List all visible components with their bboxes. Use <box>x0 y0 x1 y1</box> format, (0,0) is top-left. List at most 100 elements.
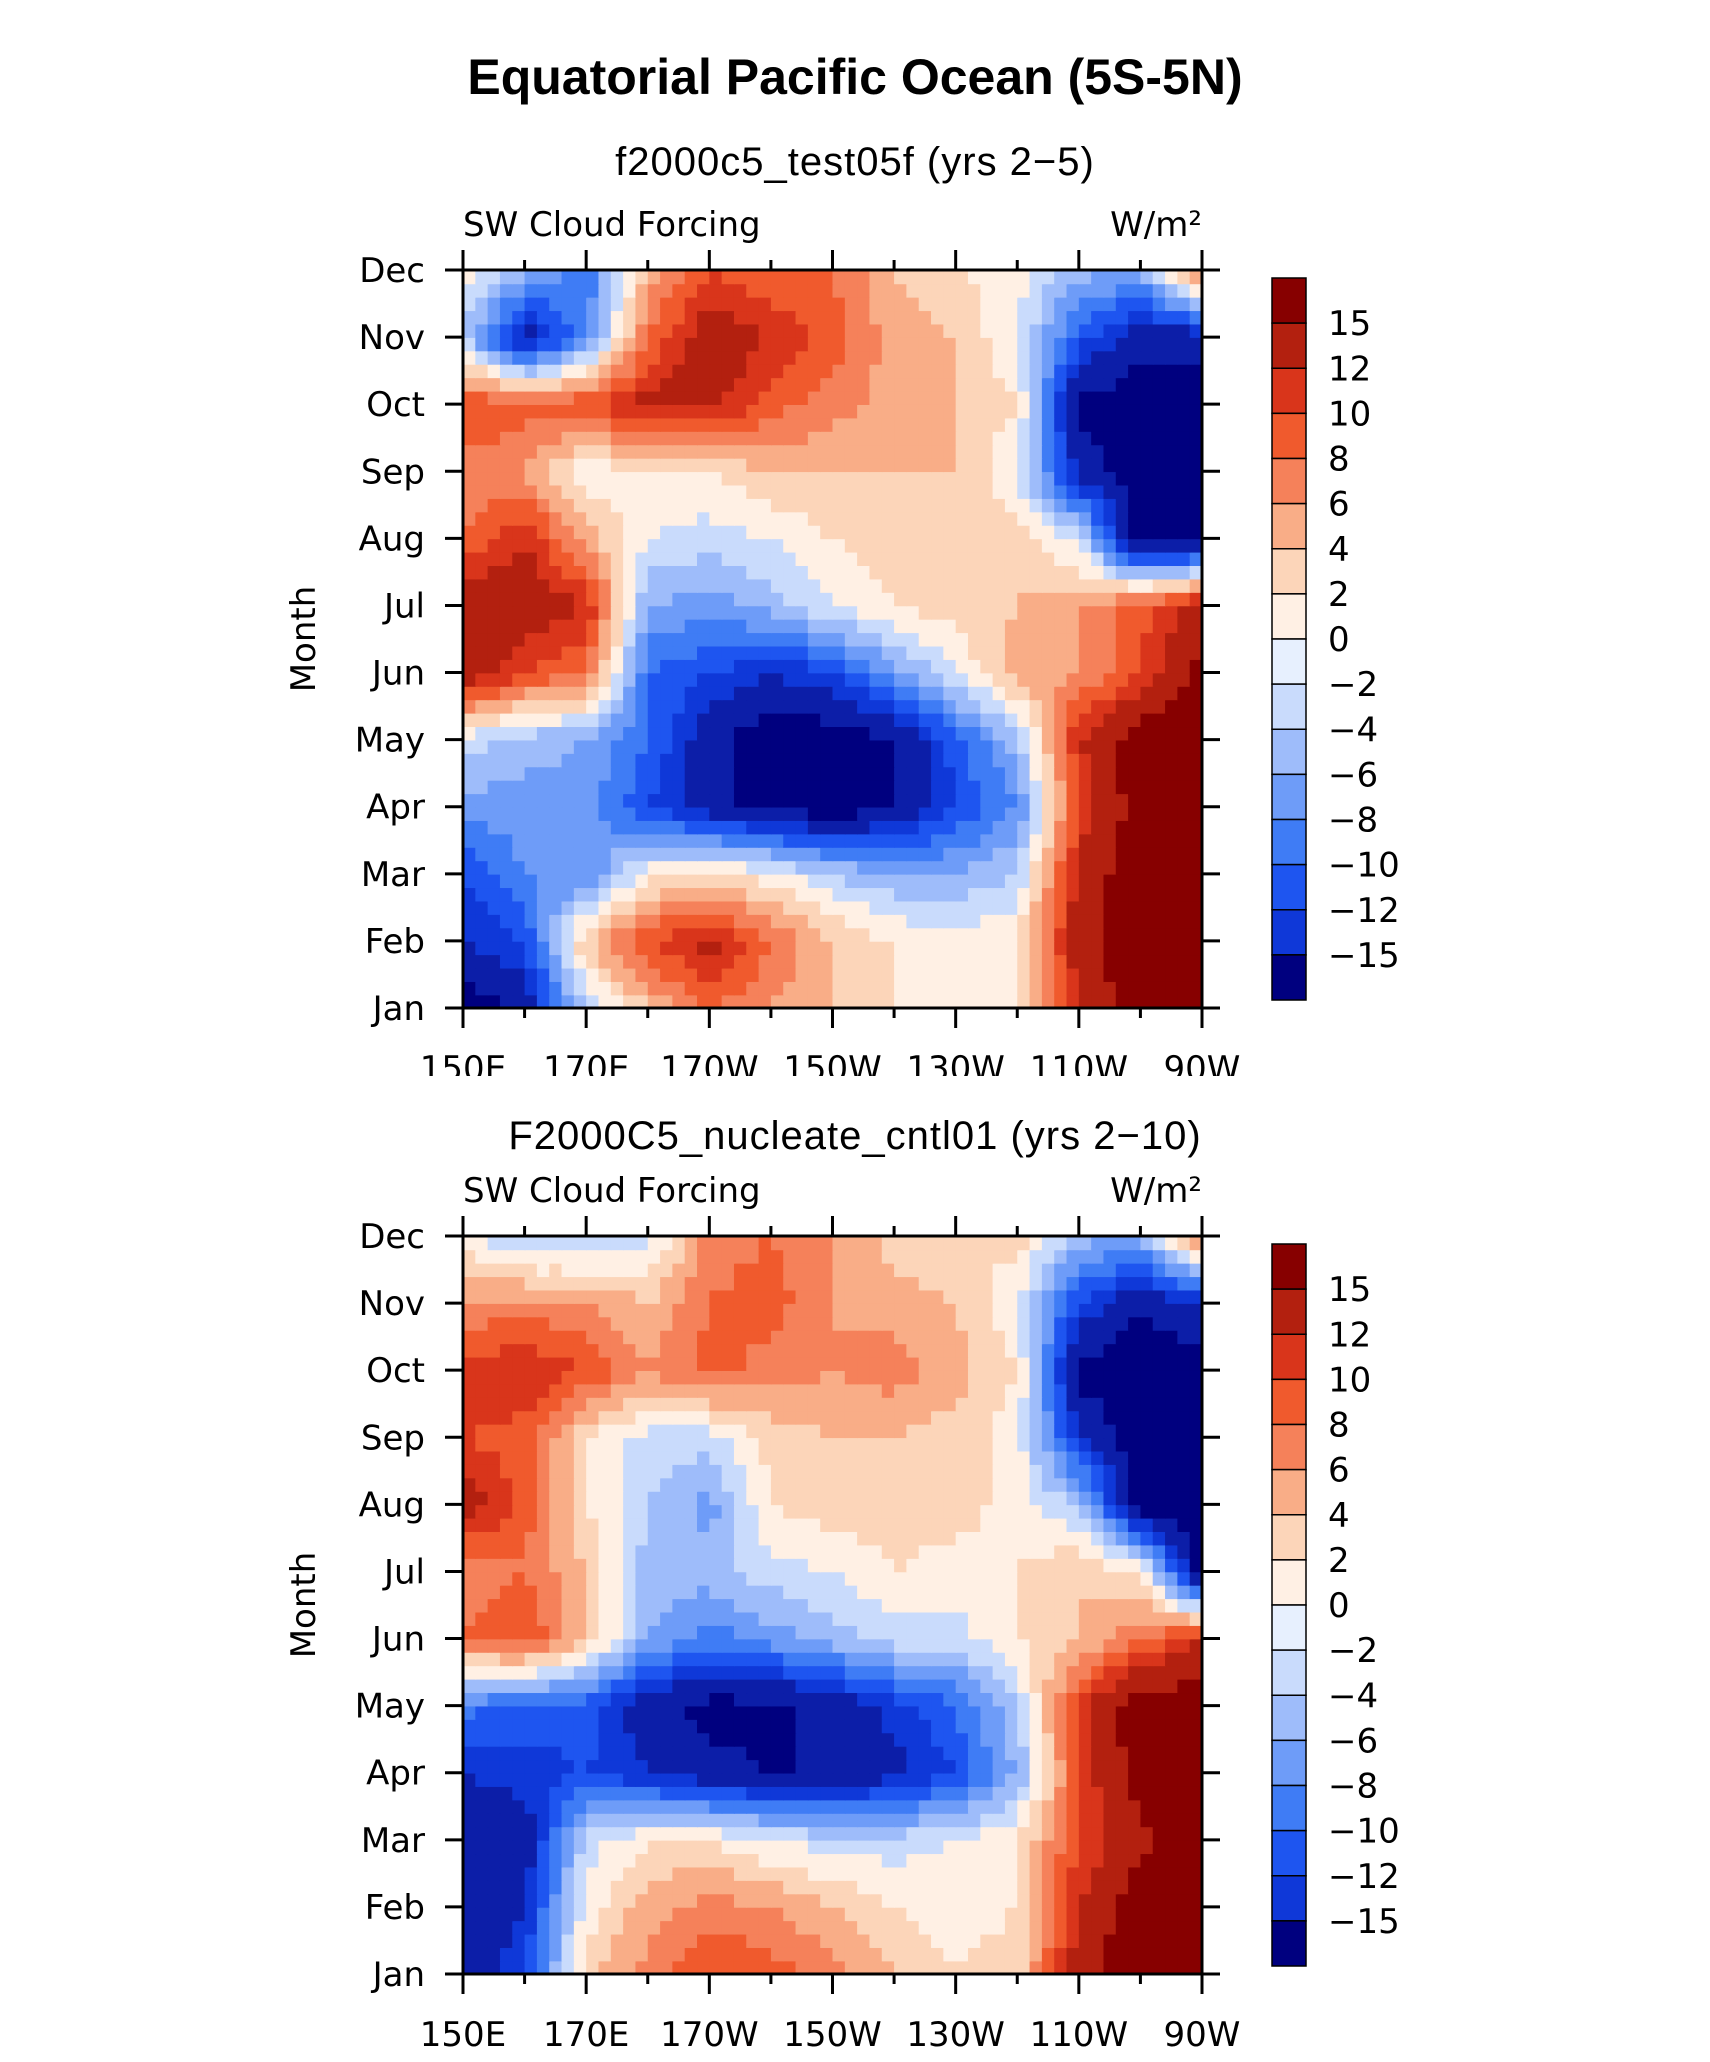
heatmap-cell <box>549 1719 563 1734</box>
heatmap-cell <box>770 363 785 379</box>
heatmap-cell <box>524 565 538 580</box>
heatmap-cell <box>1078 444 1092 459</box>
heatmap-cell <box>869 685 883 701</box>
heatmap-cell <box>770 524 785 540</box>
heatmap-cell <box>746 712 760 728</box>
heatmap-cell <box>660 1799 674 1814</box>
heatmap-cell <box>980 632 994 647</box>
heatmap-cell <box>1041 927 1055 942</box>
heatmap-cell <box>672 296 686 312</box>
heatmap-cell <box>733 592 748 607</box>
heatmap-cell <box>746 1611 760 1626</box>
heatmap-cell <box>561 1638 575 1653</box>
heatmap-cell <box>1140 1745 1154 1761</box>
heatmap-cell <box>573 363 587 379</box>
heatmap-cell <box>967 994 982 1009</box>
heatmap-cell <box>807 1759 821 1774</box>
heatmap-cell <box>783 1826 797 1841</box>
heatmap-cell <box>635 1866 649 1881</box>
heatmap-cell <box>672 1906 686 1922</box>
heatmap-cell <box>487 833 501 848</box>
heatmap-cell <box>549 551 563 566</box>
heatmap-cell <box>1029 1638 1043 1653</box>
heatmap-cell <box>1128 538 1142 553</box>
heatmap-cell <box>709 1960 723 1975</box>
heatmap-cell <box>1054 565 1068 580</box>
heatmap-cell <box>1115 860 1129 875</box>
heatmap-cell <box>1189 672 1203 687</box>
heatmap-cell <box>561 377 575 392</box>
heatmap-cell <box>1177 1745 1191 1761</box>
heatmap-cell <box>561 981 575 996</box>
heatmap-cell <box>463 1893 477 1908</box>
heatmap-cell <box>487 726 501 741</box>
heatmap-cell <box>857 323 871 338</box>
heatmap-cell <box>709 592 723 607</box>
heatmap-cell <box>487 846 501 862</box>
heatmap-cell <box>672 967 686 982</box>
heatmap-cell <box>918 954 932 969</box>
heatmap-cell <box>1165 1705 1179 1720</box>
heatmap-cell <box>918 417 932 432</box>
heatmap-cell <box>536 753 551 768</box>
heatmap-cell <box>463 270 477 285</box>
heatmap-cell <box>1054 605 1068 620</box>
heatmap-cell <box>1128 954 1142 969</box>
heatmap-cell <box>463 457 477 473</box>
heatmap-cell <box>931 538 945 553</box>
heatmap-cell <box>807 337 821 352</box>
heatmap-cell <box>561 350 575 365</box>
heatmap-cell <box>499 431 514 446</box>
heatmap-cell <box>721 270 735 285</box>
heatmap-cell <box>635 444 649 459</box>
heatmap-cell <box>783 1625 797 1640</box>
heatmap-cell <box>684 900 698 915</box>
heatmap-cell <box>967 538 982 553</box>
heatmap-cell <box>1004 578 1019 593</box>
heatmap-cell <box>561 940 575 956</box>
heatmap-cell <box>1103 672 1117 687</box>
heatmap-cell <box>499 1665 514 1680</box>
heatmap-cell <box>1029 833 1043 848</box>
heatmap-cell <box>549 1920 563 1935</box>
heatmap-cell <box>1103 659 1117 674</box>
heatmap-cell <box>1041 1705 1055 1720</box>
heatmap-cell <box>536 846 551 862</box>
heatmap-cell <box>1189 1732 1203 1747</box>
heatmap-cell <box>697 940 711 956</box>
heatmap-cell <box>1066 1920 1080 1935</box>
heatmap-cell <box>931 283 945 298</box>
heatmap-cell <box>1066 699 1080 714</box>
heatmap-cell <box>1103 766 1117 781</box>
heatmap-cell <box>463 927 477 942</box>
heatmap-cell <box>820 1933 834 1948</box>
heatmap-cell <box>647 1960 661 1975</box>
heatmap-cell <box>857 283 871 298</box>
heatmap-cell <box>881 565 895 580</box>
heatmap-cell <box>955 645 969 660</box>
heatmap-cell <box>475 390 489 405</box>
heatmap-cell <box>931 940 945 956</box>
heatmap-cell <box>610 337 624 352</box>
heatmap-cell <box>463 350 477 365</box>
heatmap-cell <box>1054 498 1068 513</box>
heatmap-cell <box>807 846 821 862</box>
heatmap-cell <box>499 1799 514 1814</box>
heatmap-cell <box>733 967 748 982</box>
heatmap-cell <box>967 283 982 298</box>
heatmap-cell <box>967 1920 982 1935</box>
heatmap-cell <box>1152 739 1166 754</box>
heatmap-cell <box>1152 967 1166 982</box>
heatmap-cell <box>807 1625 821 1640</box>
heatmap-cell <box>1115 471 1129 486</box>
heatmap-cell <box>1029 1799 1043 1814</box>
heatmap-cell <box>561 283 575 298</box>
heatmap-cell <box>857 1732 871 1747</box>
heatmap-cell <box>783 954 797 969</box>
heatmap-cell <box>980 806 994 821</box>
heatmap-cell <box>1103 994 1117 1009</box>
heatmap-cell <box>869 1665 883 1680</box>
heatmap-cell <box>881 672 895 687</box>
heatmap-cell <box>1177 672 1191 687</box>
heatmap-cell <box>1152 310 1166 325</box>
